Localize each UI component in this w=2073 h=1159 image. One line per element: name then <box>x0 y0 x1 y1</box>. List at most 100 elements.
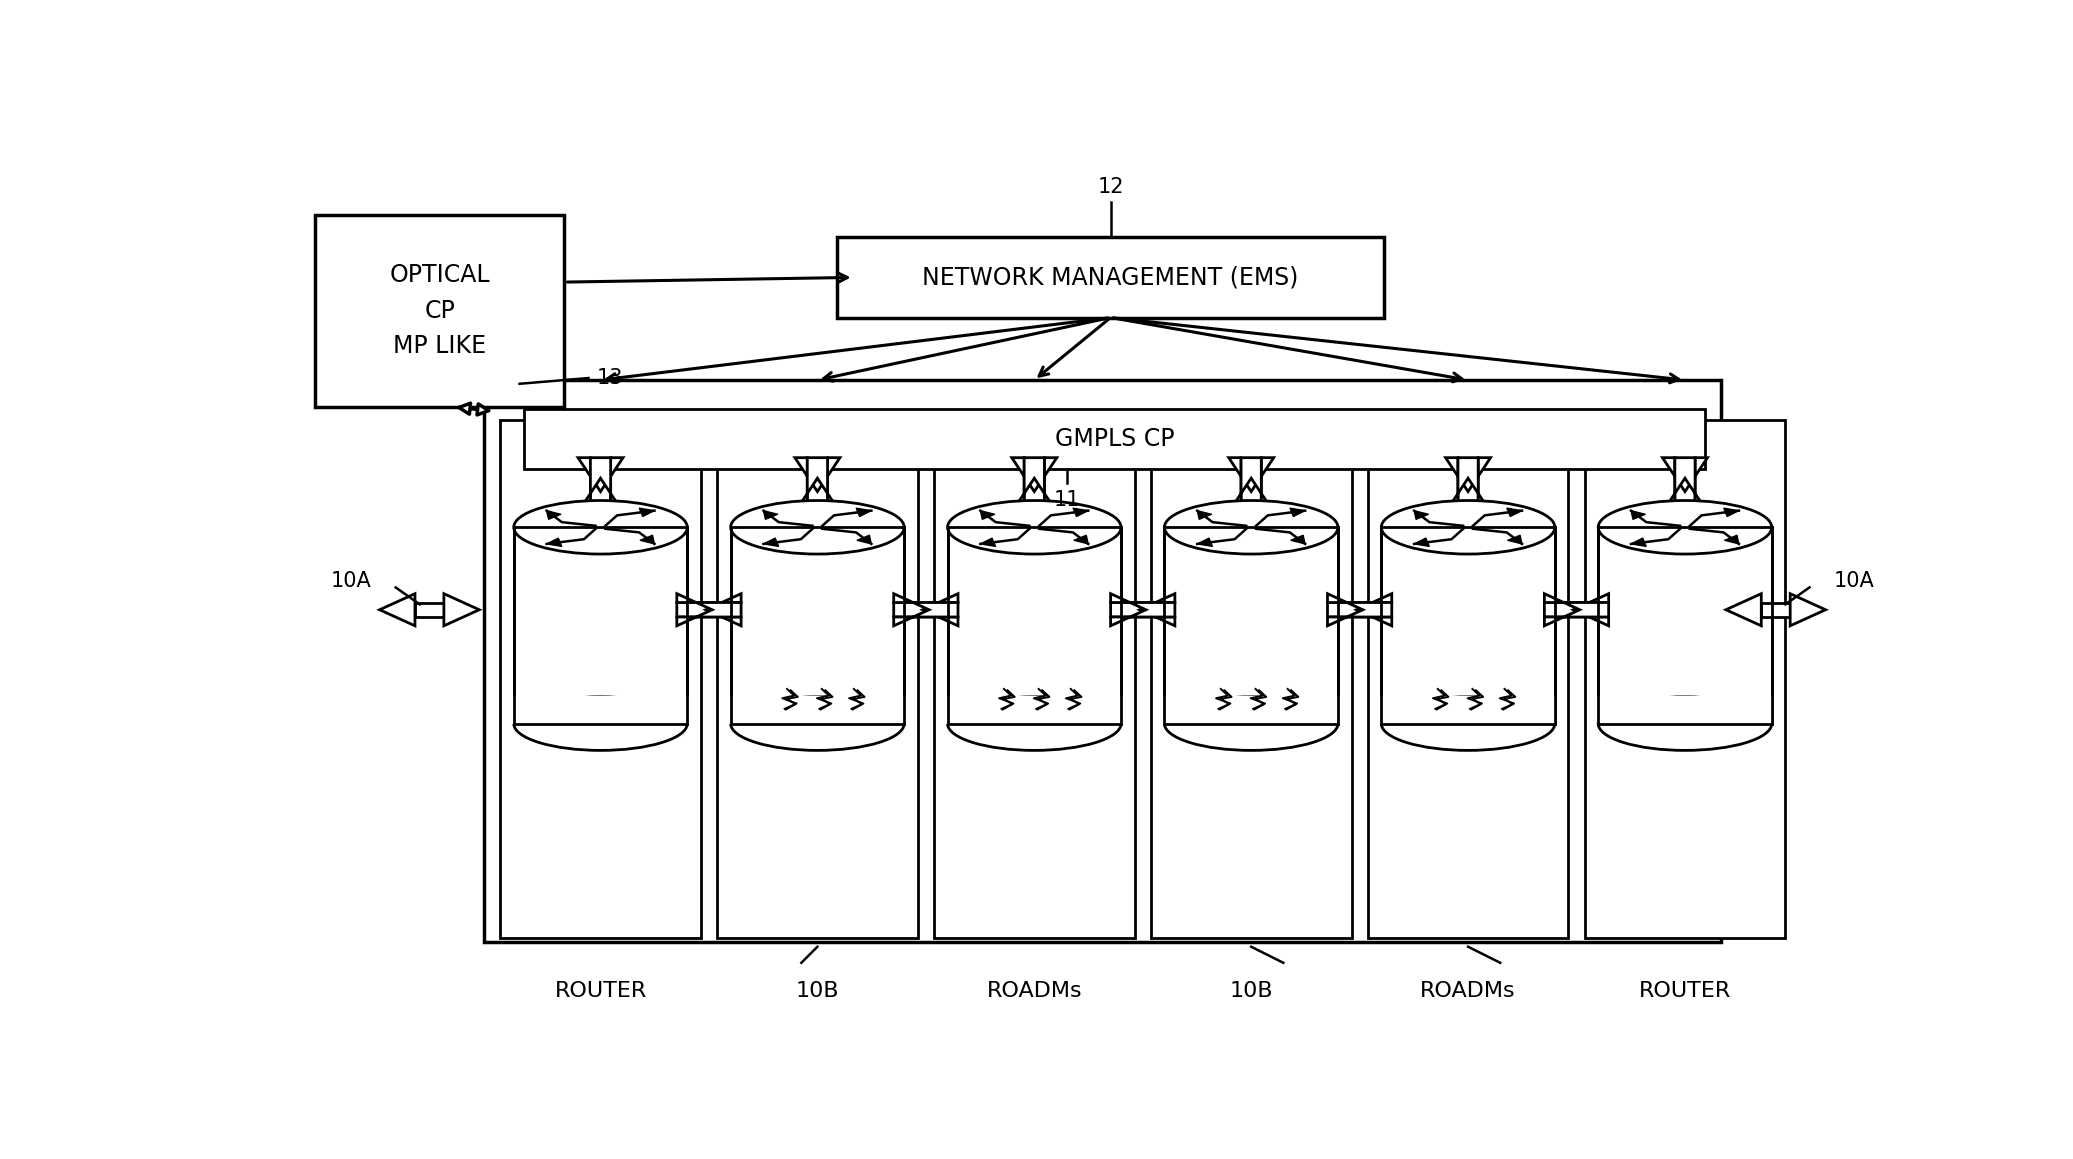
Bar <box>524 409 1704 469</box>
Text: NETWORK MANAGEMENT (EMS): NETWORK MANAGEMENT (EMS) <box>922 265 1300 290</box>
Text: 10A: 10A <box>1835 571 1874 591</box>
Text: ROUTER: ROUTER <box>1640 981 1731 1000</box>
Ellipse shape <box>730 501 904 554</box>
Polygon shape <box>1289 508 1306 517</box>
Polygon shape <box>1544 593 1609 626</box>
Bar <box>1596 695 1772 723</box>
Polygon shape <box>856 535 871 544</box>
Ellipse shape <box>1165 697 1337 750</box>
Polygon shape <box>1507 535 1522 544</box>
Polygon shape <box>763 538 779 546</box>
Bar <box>1598 527 1772 723</box>
Polygon shape <box>1445 458 1490 512</box>
Bar <box>1381 695 1557 723</box>
Polygon shape <box>1507 508 1522 517</box>
Text: 10A: 10A <box>332 571 371 591</box>
Polygon shape <box>1725 535 1739 544</box>
Bar <box>933 421 1134 938</box>
Polygon shape <box>1327 593 1391 626</box>
Bar <box>514 527 688 723</box>
Ellipse shape <box>947 501 1121 554</box>
Polygon shape <box>763 511 777 519</box>
Polygon shape <box>981 538 995 546</box>
Bar <box>1598 527 1772 723</box>
Polygon shape <box>1723 508 1739 517</box>
Polygon shape <box>1012 458 1057 512</box>
Bar <box>485 380 1721 942</box>
Bar <box>1368 421 1569 938</box>
Polygon shape <box>1327 593 1391 626</box>
Ellipse shape <box>1598 697 1772 750</box>
Polygon shape <box>641 535 655 544</box>
Ellipse shape <box>947 697 1121 750</box>
Polygon shape <box>1012 458 1057 512</box>
Polygon shape <box>1111 593 1175 626</box>
Text: 13: 13 <box>597 369 624 388</box>
Bar <box>1381 527 1555 723</box>
Ellipse shape <box>514 697 688 750</box>
Polygon shape <box>547 511 562 519</box>
Ellipse shape <box>1381 501 1555 554</box>
Bar <box>500 421 701 938</box>
Polygon shape <box>1445 458 1490 512</box>
Polygon shape <box>676 593 742 626</box>
Bar <box>945 695 1124 723</box>
Polygon shape <box>981 511 995 519</box>
Text: 10B: 10B <box>796 981 840 1000</box>
Bar <box>512 695 688 723</box>
Polygon shape <box>1229 458 1273 512</box>
Polygon shape <box>1663 458 1708 512</box>
Polygon shape <box>578 458 624 512</box>
Bar <box>730 527 904 723</box>
Polygon shape <box>444 593 479 626</box>
Polygon shape <box>1414 538 1430 546</box>
Polygon shape <box>1663 458 1708 512</box>
Polygon shape <box>794 458 840 512</box>
Polygon shape <box>1291 535 1306 544</box>
Polygon shape <box>1791 593 1826 626</box>
Text: ROADMs: ROADMs <box>1420 981 1515 1000</box>
Polygon shape <box>1074 508 1088 517</box>
Polygon shape <box>794 458 840 512</box>
Text: ROADMs: ROADMs <box>987 981 1082 1000</box>
Bar <box>947 527 1121 723</box>
Text: 11: 11 <box>1055 490 1080 510</box>
Bar <box>837 238 1385 318</box>
Polygon shape <box>1229 458 1273 512</box>
Bar <box>717 421 918 938</box>
Bar <box>1165 527 1337 723</box>
Bar <box>514 527 688 723</box>
Bar <box>1381 527 1555 723</box>
Text: 12: 12 <box>1097 177 1124 197</box>
Polygon shape <box>547 538 562 546</box>
Polygon shape <box>578 458 624 512</box>
Bar <box>315 214 564 407</box>
Bar <box>1762 603 1791 617</box>
Text: GMPLS CP: GMPLS CP <box>1055 427 1175 451</box>
Text: ROUTER: ROUTER <box>553 981 647 1000</box>
Polygon shape <box>638 508 655 517</box>
Polygon shape <box>893 593 958 626</box>
Polygon shape <box>1198 511 1213 519</box>
Bar <box>1163 695 1339 723</box>
Polygon shape <box>676 593 742 626</box>
Polygon shape <box>1544 593 1609 626</box>
Ellipse shape <box>1381 697 1555 750</box>
Text: 10B: 10B <box>1229 981 1273 1000</box>
Bar <box>730 527 904 723</box>
Polygon shape <box>379 593 415 626</box>
Ellipse shape <box>1598 501 1772 554</box>
Polygon shape <box>1727 593 1762 626</box>
Bar <box>1151 421 1352 938</box>
Bar <box>415 603 444 617</box>
Bar <box>1584 421 1785 938</box>
Text: OPTICAL
CP
MP LIKE: OPTICAL CP MP LIKE <box>390 263 489 358</box>
Polygon shape <box>1414 511 1428 519</box>
Bar <box>1165 527 1337 723</box>
Ellipse shape <box>730 697 904 750</box>
Polygon shape <box>1631 511 1646 519</box>
Polygon shape <box>1631 538 1646 546</box>
Polygon shape <box>1198 538 1213 546</box>
Polygon shape <box>856 508 871 517</box>
Ellipse shape <box>514 501 688 554</box>
